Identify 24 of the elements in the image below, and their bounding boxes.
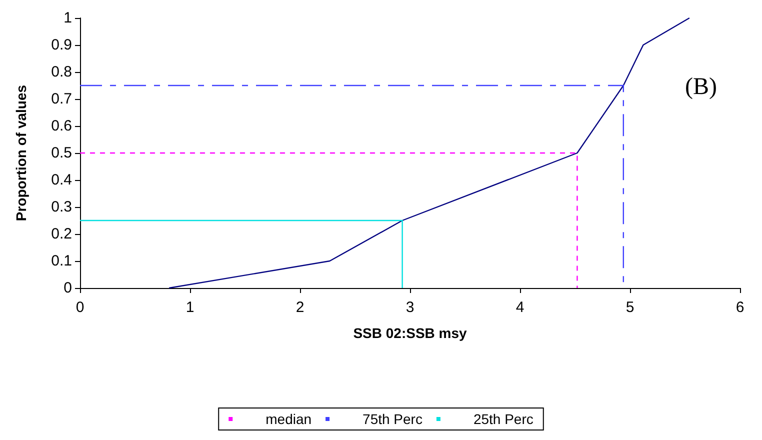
y-tick-label: 0.2 <box>51 226 72 242</box>
x-tick-label: 2 <box>296 299 304 316</box>
x-tick-label: 3 <box>406 299 414 316</box>
y-tick-label: 0.5 <box>51 144 72 162</box>
y-tick-label: 0.8 <box>51 64 72 80</box>
y-tick-label: 0.4 <box>51 172 72 188</box>
y-tick-label: 0.1 <box>51 252 72 270</box>
legend-label: 75th Perc <box>362 411 422 427</box>
x-tick-label: 4 <box>516 299 524 316</box>
legend-label: 25th Perc <box>473 411 534 427</box>
y-tick-label: 0.3 <box>51 198 72 216</box>
x-tick-label: 0 <box>76 299 84 316</box>
x-tick-label: 1 <box>186 299 194 316</box>
y-tick-label: 0.6 <box>51 118 72 134</box>
y-tick-label: 1 <box>64 10 72 26</box>
y-tick-label: 0 <box>64 280 72 296</box>
annotation: (B) <box>685 74 718 100</box>
y-tick-label: 0.9 <box>51 36 72 54</box>
legend-label: median <box>266 411 312 427</box>
y-tick-label: 0.7 <box>51 90 72 108</box>
x-tick-label: 6 <box>736 299 744 316</box>
x-tick-label: 5 <box>626 299 634 316</box>
y-axis-title: Proportion of values <box>13 84 29 222</box>
x-axis-title: SSB 02:SSB msy <box>353 325 468 341</box>
